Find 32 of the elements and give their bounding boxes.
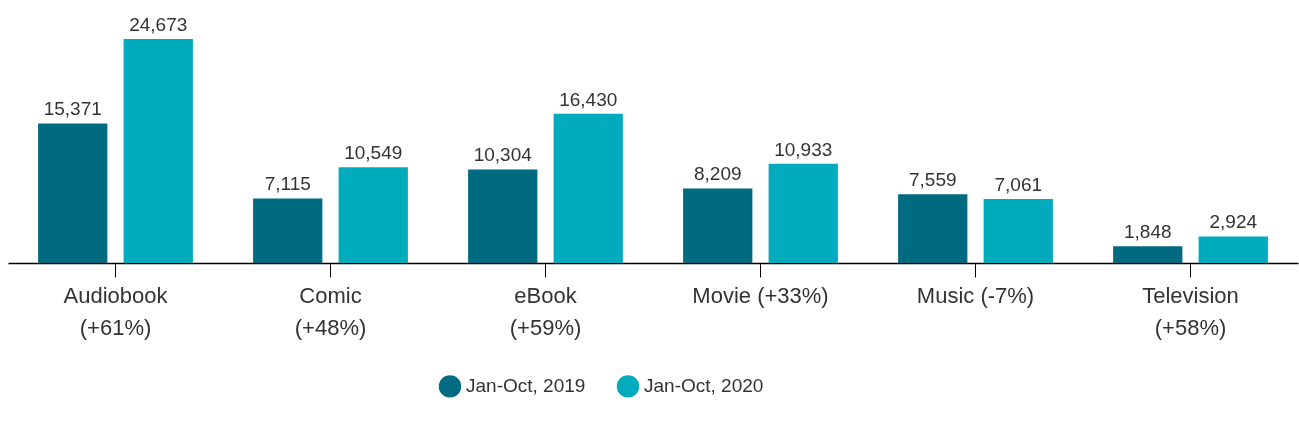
bar	[683, 188, 753, 263]
data-label: 10,933	[774, 138, 833, 160]
bar	[253, 198, 323, 263]
bar	[768, 163, 838, 263]
data-label: 8,209	[693, 163, 742, 185]
x-tick-label: Movie (+33%)	[692, 282, 829, 308]
data-label: 2,924	[1209, 211, 1258, 233]
bar	[553, 113, 623, 263]
legend-label: Jan-Oct, 2019	[466, 375, 586, 397]
data-label: 15,371	[43, 98, 102, 120]
data-label: 1,848	[1123, 221, 1172, 243]
bar	[1113, 246, 1183, 263]
legend-label: Jan-Oct, 2020	[644, 375, 764, 397]
bar	[338, 167, 408, 263]
data-label: 10,304	[473, 144, 533, 166]
data-label: 24,673	[129, 14, 188, 35]
x-tick-label: Audiobook (+61%)	[63, 282, 169, 340]
data-label: 7,115	[264, 173, 311, 195]
x-tick-label: Television (+58%)	[1142, 282, 1239, 340]
data-label: 7,559	[908, 169, 957, 191]
x-tick-label: Comic (+48%)	[294, 282, 367, 340]
bar	[468, 169, 538, 263]
bar	[38, 123, 108, 263]
data-label: 7,061	[994, 173, 1043, 195]
data-label: 10,549	[344, 142, 403, 164]
bar	[123, 39, 193, 263]
x-tick-label: eBook (+59%)	[509, 282, 582, 340]
bar	[983, 198, 1053, 263]
bar	[1198, 236, 1268, 263]
x-tick-label: Music (-7%)	[916, 282, 1035, 308]
data-label: 16,430	[559, 88, 618, 110]
bar	[898, 194, 968, 263]
